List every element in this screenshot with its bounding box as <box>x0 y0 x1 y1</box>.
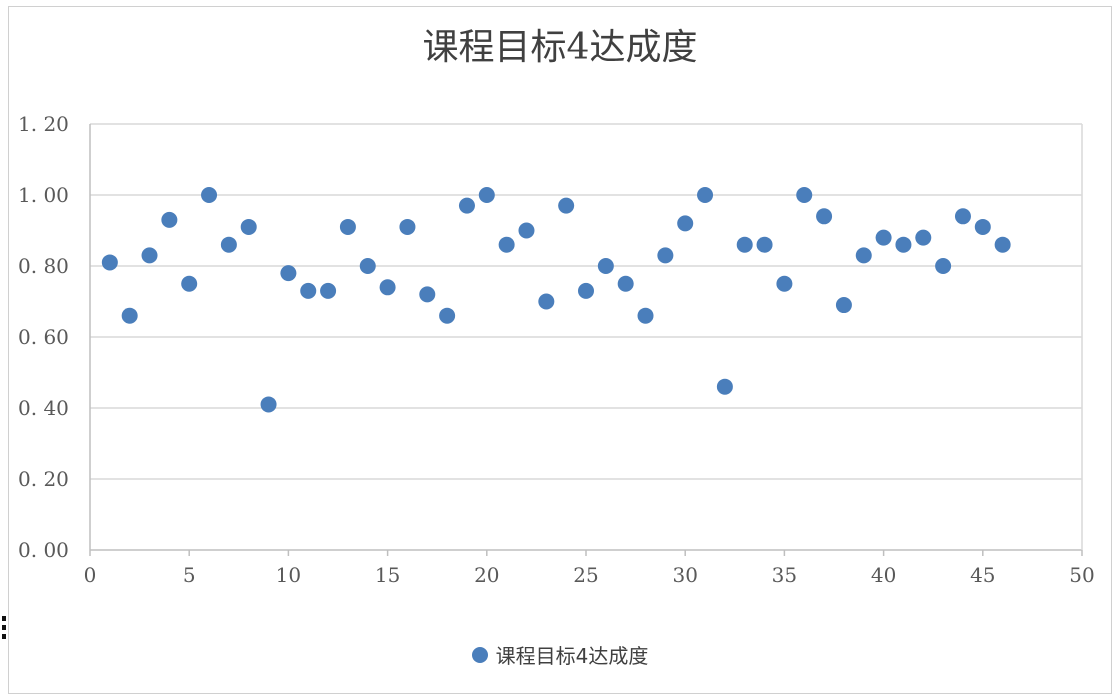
data-point <box>280 265 297 282</box>
data-point <box>240 218 257 235</box>
data-point <box>478 187 495 203</box>
data-point <box>776 275 793 292</box>
data-point <box>260 396 277 413</box>
data-point <box>379 279 396 296</box>
data-point <box>518 222 535 239</box>
x-tick-label: 50 <box>1069 563 1094 587</box>
data-point <box>419 286 436 303</box>
data-point <box>359 258 376 274</box>
y-tick-label: 0. 80 <box>18 254 69 278</box>
data-point <box>974 218 991 235</box>
data-point <box>895 236 912 253</box>
y-tick-label: 0. 00 <box>18 538 69 562</box>
data-point <box>458 197 475 214</box>
x-tick-label: 10 <box>276 563 301 587</box>
data-point <box>736 236 753 253</box>
data-point <box>875 229 892 246</box>
data-point <box>121 307 138 324</box>
y-tick-label: 1. 20 <box>18 112 69 136</box>
data-point <box>835 297 852 314</box>
edge-mark <box>2 616 6 646</box>
x-tick-label: 40 <box>871 563 896 587</box>
data-point <box>320 282 337 299</box>
data-point <box>141 247 158 264</box>
data-point <box>855 247 872 264</box>
data-point <box>439 307 456 324</box>
data-point <box>181 275 198 292</box>
legend-marker <box>471 646 488 663</box>
x-tick-label: 30 <box>672 563 697 587</box>
data-point <box>697 187 714 203</box>
data-point <box>201 187 218 203</box>
data-point <box>617 275 634 292</box>
x-tick-label: 35 <box>772 563 797 587</box>
x-tick-label: 25 <box>573 563 598 587</box>
data-point <box>538 293 555 310</box>
data-point <box>101 254 118 271</box>
data-point <box>300 282 317 299</box>
x-tick-label: 5 <box>183 563 196 587</box>
data-point <box>597 258 614 274</box>
data-point <box>637 307 654 324</box>
x-tick-label: 15 <box>375 563 400 587</box>
data-point <box>716 378 733 395</box>
y-tick-label: 0. 60 <box>18 325 69 349</box>
data-point <box>954 208 971 225</box>
y-tick-label: 0. 40 <box>18 396 69 420</box>
data-point <box>994 236 1011 253</box>
data-point <box>796 187 813 203</box>
legend: 课程目标4达成度 <box>0 640 1120 669</box>
data-point <box>657 247 674 264</box>
y-tick-label: 0. 20 <box>18 467 69 491</box>
data-point <box>578 282 594 299</box>
chart-title: 课程目标4达成度 <box>422 27 698 68</box>
data-point <box>677 215 694 232</box>
data-point <box>756 236 773 253</box>
legend-label: 课程目标4达成度 <box>495 644 649 668</box>
x-tick-label: 45 <box>970 563 995 587</box>
data-point <box>816 208 833 225</box>
data-point <box>498 236 515 253</box>
data-point <box>220 236 237 253</box>
x-tick-label: 0 <box>84 563 97 587</box>
data-point <box>339 218 356 235</box>
data-point <box>399 218 416 235</box>
x-tick-label: 20 <box>474 563 499 587</box>
chart-frame <box>8 6 1112 694</box>
data-point <box>161 211 178 228</box>
data-point <box>935 258 952 274</box>
data-point <box>558 197 575 214</box>
data-point <box>915 229 932 246</box>
y-tick-label: 1. 00 <box>18 183 69 207</box>
